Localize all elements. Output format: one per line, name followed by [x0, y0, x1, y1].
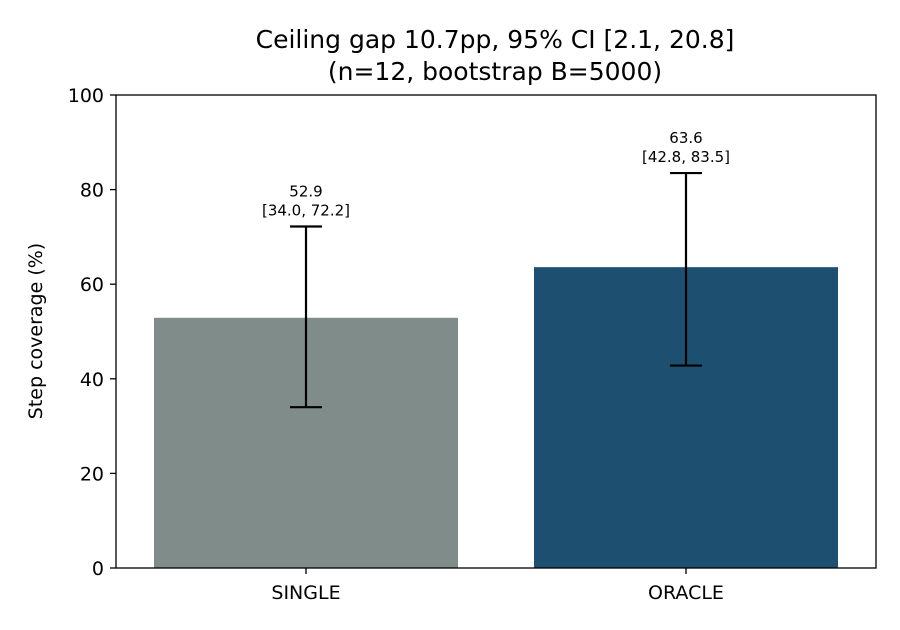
data-label-value-single: 52.9	[289, 182, 322, 200]
data-labels: 52.9[34.0, 72.2] 63.6[42.8, 83.5]	[262, 129, 730, 219]
y-tick-label-80: 80	[80, 180, 104, 202]
error-bars	[290, 171, 702, 409]
y-tick-label-20: 20	[80, 463, 104, 485]
chart-title: Ceiling gap 10.7pp, 95% CI [2.1, 20.8] (…	[256, 25, 735, 86]
x-tick-label-oracle: ORACLE	[648, 582, 724, 604]
chart-title-line-2: (n=12, bootstrap B=5000)	[328, 57, 662, 86]
data-label-ci-single: [34.0, 72.2]	[262, 201, 350, 219]
y-tick-label-100: 100	[68, 85, 104, 107]
x-tick-label-single: SINGLE	[271, 582, 340, 604]
y-tick-label-60: 60	[80, 274, 104, 296]
y-axis: 0 20 40 60 80 100	[68, 85, 116, 580]
bar-series	[154, 267, 838, 568]
y-tick-label-0: 0	[92, 558, 104, 580]
chart-title-line-1: Ceiling gap 10.7pp, 95% CI [2.1, 20.8]	[256, 25, 735, 54]
plot-frame	[115, 94, 877, 569]
y-tick-label-40: 40	[80, 369, 104, 391]
data-label-ci-oracle: [42.8, 83.5]	[642, 148, 730, 166]
data-label-value-oracle: 63.6	[669, 129, 702, 147]
y-axis-label: Step coverage (%)	[25, 243, 47, 419]
x-axis: SINGLE ORACLE	[271, 568, 724, 604]
error-bar-single	[290, 225, 322, 409]
error-bar-oracle	[670, 171, 702, 367]
